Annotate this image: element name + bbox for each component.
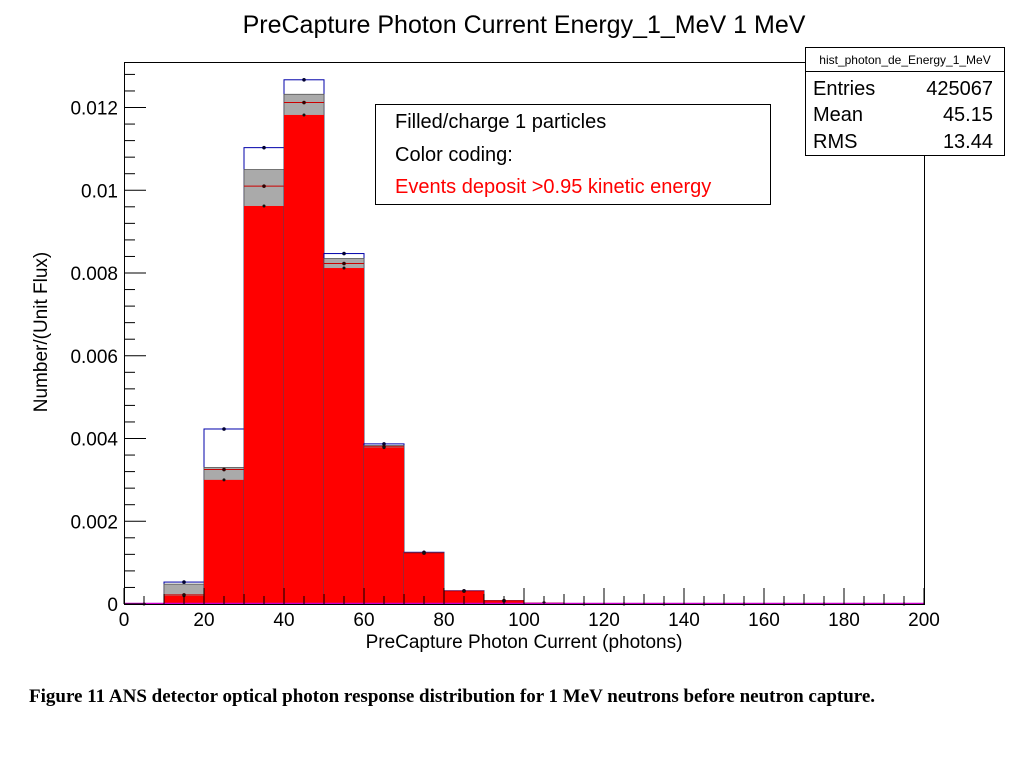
legend-line-1: Filled/charge 1 particles xyxy=(395,111,606,133)
chart-title: PreCapture Photon Current Energy_1_MeV 1… xyxy=(243,11,806,39)
bar-red-65 xyxy=(364,447,404,604)
point-red-25 xyxy=(222,478,226,482)
legend-line-2: Color coding: xyxy=(395,144,513,166)
y-tick-label-1: 0.002 xyxy=(70,512,118,533)
y-tick-label-0: 0 xyxy=(107,595,118,616)
y-tick-label-2: 0.004 xyxy=(70,430,118,451)
x-tick-label-20: 20 xyxy=(193,610,214,631)
point-total-35 xyxy=(262,145,266,150)
plot-frame xyxy=(124,62,925,605)
point-total-25 xyxy=(222,427,226,431)
stats-rms-label: RMS xyxy=(813,131,857,153)
x-tick-label-140: 140 xyxy=(668,610,700,631)
point-red-15 xyxy=(182,594,186,598)
stats-entries-label: Entries xyxy=(813,78,875,100)
point-total-65 xyxy=(382,442,386,446)
point-mid-45 xyxy=(302,100,306,105)
figure-caption: Figure 11 ANS detector optical photon re… xyxy=(29,686,876,707)
x-tick-label-160: 160 xyxy=(748,610,780,631)
x-tick-label-80: 80 xyxy=(433,610,454,631)
axes-layer: 0 20 40 60 80 100 120 140 160 180 200 0 0.002 0.004 0.… xyxy=(70,73,940,631)
y-tick-label-5: 0.01 xyxy=(81,181,118,202)
bar-red-25 xyxy=(204,479,244,604)
point-red-65 xyxy=(382,446,386,450)
point-red-45 xyxy=(302,113,306,117)
x-axis-label: PreCapture Photon Current (photons) xyxy=(366,632,683,653)
legend-box: Filled/charge 1 particles Color coding: … xyxy=(375,104,771,205)
stats-box: hist_photon_de_Energy_1_MeV Entries 4250… xyxy=(805,47,1005,156)
point-total-15 xyxy=(182,580,186,584)
y-tick-label-6: 0.012 xyxy=(70,99,118,120)
x-tick-label-0: 0 xyxy=(119,610,130,631)
x-tick-label-200: 200 xyxy=(908,610,940,631)
bar-red-55 xyxy=(324,268,364,604)
point-mid-35 xyxy=(262,184,266,188)
stats-mean-label: Mean xyxy=(813,104,863,126)
y-tick-label-3: 0.006 xyxy=(70,347,118,368)
x-tick-label-40: 40 xyxy=(273,610,294,631)
point-total-55 xyxy=(342,251,346,256)
bar-red-45 xyxy=(284,114,324,605)
point-mid-55 xyxy=(342,261,346,266)
x-tick-label-180: 180 xyxy=(828,610,860,631)
point-red-75 xyxy=(422,551,426,555)
x-tick-label-100: 100 xyxy=(508,610,540,631)
stats-mean-value: 45.15 xyxy=(943,104,993,126)
stats-entries-value: 425067 xyxy=(926,78,993,100)
point-total-45 xyxy=(302,77,306,82)
histogram-chart: PreCapture Photon Current Energy_1_MeV 1… xyxy=(31,11,1005,653)
point-red-85 xyxy=(462,589,466,593)
x-tick-label-120: 120 xyxy=(588,610,620,631)
point-mid-25 xyxy=(222,467,226,472)
y-tick-label-4: 0.008 xyxy=(70,264,118,285)
bar-red-75 xyxy=(404,553,444,604)
point-red-35 xyxy=(262,204,266,208)
stats-box-title: hist_photon_de_Energy_1_MeV xyxy=(819,53,990,67)
bar-red-35 xyxy=(244,205,284,604)
legend-line-3: Events deposit >0.95 kinetic energy xyxy=(395,176,711,198)
y-axis-label: Number/(Unit Flux) xyxy=(31,252,52,412)
x-tick-label-60: 60 xyxy=(353,610,374,631)
point-red-55 xyxy=(342,266,346,270)
stats-rms-value: 13.44 xyxy=(943,131,993,153)
